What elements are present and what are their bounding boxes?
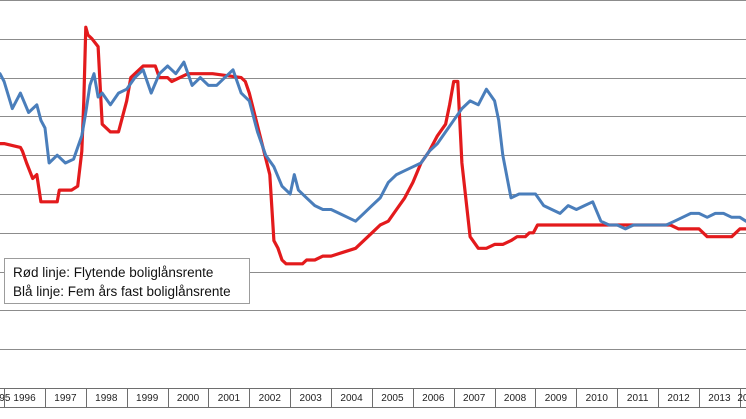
x-tick-label: 2001 [218, 393, 241, 404]
legend-entry-red: Rød linje: Flytende boliglånsrente [13, 265, 214, 280]
x-tick-label: 2013 [708, 393, 731, 404]
x-axis: 9951996 1997 1998 1999 2000 2001 2002 2003 2004 2… [0, 388, 746, 408]
legend-entry-blue: Blå linje: Fem års fast boliglånsrente [13, 284, 231, 299]
x-tick-label: 2002 [259, 393, 282, 404]
x-tick-label: 995 [0, 393, 11, 404]
series-lines [0, 25, 746, 266]
x-tick-label: 1996 [13, 393, 36, 404]
x-tick-label: 2007 [463, 393, 486, 404]
x-tick-label: 2011 [627, 393, 649, 404]
x-tick-label: 2009 [545, 393, 568, 404]
x-tick-label: 1998 [95, 393, 118, 404]
series-line-floating-rate [0, 25, 746, 266]
x-tick-label: 2012 [667, 393, 690, 404]
x-tick-label: 2010 [586, 393, 609, 404]
x-tick-label: 2004 [340, 393, 363, 404]
x-tick-label: 20 [737, 393, 746, 404]
series-line-fixed-rate [0, 60, 746, 231]
x-tick-label: 1999 [136, 393, 159, 404]
x-tick-label: 1997 [54, 393, 77, 404]
x-tick-label: 2000 [177, 393, 200, 404]
x-tick-label: 2005 [381, 393, 404, 404]
x-tick-label: 2008 [504, 393, 527, 404]
x-tick-label: 2006 [422, 393, 445, 404]
legend: Rød linje: Flytende boliglånsrente Blå l… [4, 258, 250, 304]
x-tick-label: 2003 [300, 393, 323, 404]
